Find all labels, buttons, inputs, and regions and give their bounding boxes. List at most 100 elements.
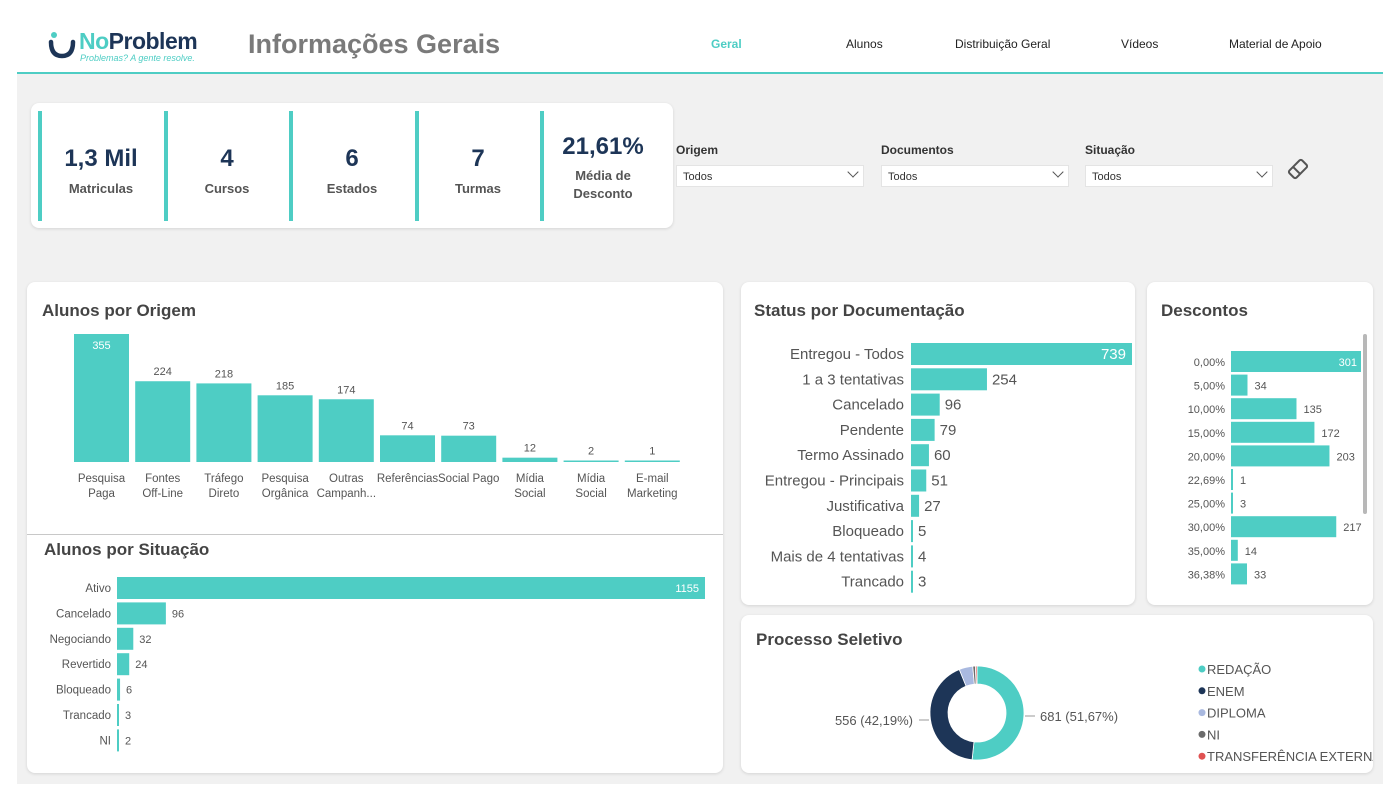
situacao-bar: [117, 653, 130, 676]
header-bar: NoProblem Problemas? A gente resolve. In…: [17, 16, 1383, 74]
origem-category-label: Pesquisa: [261, 473, 309, 485]
kpi-label: Estados: [326, 181, 378, 196]
logo-smile-icon: [48, 32, 76, 59]
documentacao-bar: [911, 570, 913, 593]
slicer-label: Documentos: [881, 143, 954, 157]
descontos-data-label: 34: [1254, 381, 1266, 393]
situacao-dropdown[interactable]: Todos: [1085, 165, 1273, 187]
documentacao-data-label: 739: [1101, 346, 1126, 363]
origem-bar: [502, 457, 558, 462]
origem-bar: [380, 435, 435, 462]
documentacao-data-label: 27: [924, 498, 941, 515]
chevron-down-icon: [1052, 166, 1064, 178]
origem-data-label: 73: [463, 421, 475, 433]
kpi-value: 1,3 Mil: [64, 145, 138, 172]
legend-label: NI: [1207, 727, 1220, 742]
chevron-down-icon: [847, 166, 859, 178]
origem-category-label: Mídia: [577, 473, 606, 485]
origem-data-label: 218: [215, 368, 233, 380]
documentacao-category-label: Bloqueado: [832, 523, 904, 540]
descontos-category-label: 15,00%: [1188, 428, 1226, 440]
situacao-data-label: 3: [125, 710, 131, 722]
situacao-bar: [117, 729, 119, 752]
documentacao-category-label: 1 a 3 tentativas: [802, 371, 904, 388]
origem-category-label: Orgânica: [262, 488, 309, 500]
nav-alunos[interactable]: Alunos: [846, 37, 883, 51]
documentacao-category-label: Trancado: [841, 574, 904, 591]
origem-category-label: Fontes: [145, 473, 180, 485]
descontos-data-label: 217: [1343, 522, 1361, 534]
descontos-bar: [1231, 469, 1233, 490]
nav-distribuicao-geral[interactable]: Distribuição Geral: [955, 37, 1051, 51]
descontos-category-label: 0,00%: [1194, 357, 1225, 369]
page-title: Informações Gerais: [248, 29, 501, 59]
kpi-media-desconto: 21,61% Média de Desconto: [540, 111, 662, 221]
documentacao-card: Status por Documentação Entregou - Todos…: [741, 282, 1135, 605]
documentacao-category-label: Termo Assinado: [797, 447, 904, 464]
descontos-category-label: 36,38%: [1188, 569, 1226, 581]
documentacao-bar-chart: Entregou - Todos 739 1 a 3 tentativas 254 Ca…: [765, 343, 1132, 593]
legend-marker: [1198, 665, 1206, 673]
documentacao-data-label: 4: [918, 548, 926, 565]
legend-marker: [1198, 709, 1206, 717]
donut-data-label: 556 (42,19%): [835, 713, 913, 728]
logo-name: NoProblem: [79, 28, 198, 54]
legend-label: ENEM: [1207, 684, 1245, 699]
origem-category-label: Campanh...: [317, 488, 376, 500]
documentacao-data-label: 254: [992, 371, 1017, 388]
origem-data-label: 2: [588, 446, 594, 458]
dropdown-value: Todos: [888, 171, 918, 183]
kpi-value: 21,61%: [562, 133, 644, 160]
descontos-scrollbar[interactable]: [1363, 334, 1367, 514]
descontos-data-label: 301: [1339, 357, 1357, 369]
situacao-category-label: Trancado: [63, 710, 111, 722]
descontos-data-label: 3: [1240, 499, 1246, 511]
descontos-bar: [1231, 563, 1248, 585]
descontos-data-label: 172: [1321, 428, 1339, 440]
descontos-bar: [1231, 351, 1361, 372]
situacao-data-label: 6: [126, 685, 132, 697]
origem-data-label: 174: [337, 384, 355, 396]
nav-videos[interactable]: Vídeos: [1121, 37, 1159, 51]
situacao-data-label: 1155: [675, 583, 699, 595]
nav-material-de-apoio[interactable]: Material de Apoio: [1229, 37, 1322, 51]
logo-tagline: Problemas? A gente resolve.: [80, 53, 195, 63]
documentos-dropdown[interactable]: Todos: [881, 165, 1069, 187]
documentacao-data-label: 5: [918, 523, 926, 540]
documentacao-data-label: 3: [918, 574, 926, 591]
descontos-category-label: 5,00%: [1194, 381, 1225, 393]
origem-data-label: 224: [154, 366, 172, 378]
origem-category-label: Social Pago: [438, 473, 499, 485]
legend-label: REDAÇÃO: [1207, 662, 1271, 677]
slicer-situacao: Situação Todos: [1085, 143, 1273, 187]
origem-category-label: Social: [575, 488, 606, 500]
documentacao-bar: [911, 444, 929, 467]
situacao-bar: [117, 678, 121, 701]
kpi-value: 7: [471, 145, 485, 172]
origem-data-label: 355: [92, 340, 110, 352]
slicer-documentos: Documentos Todos: [881, 143, 1069, 187]
origem-dropdown[interactable]: Todos: [676, 165, 864, 187]
descontos-bar: [1231, 398, 1297, 420]
documentacao-category-label: Entregou - Todos: [790, 346, 904, 363]
descontos-bar: [1231, 492, 1233, 514]
situacao-category-label: Bloqueado: [56, 685, 111, 697]
origem-category-label: Tráfego: [204, 473, 243, 485]
origem-category-label: Social: [514, 488, 545, 500]
situacao-data-label: 96: [172, 608, 184, 620]
descontos-chart-title: Descontos: [1161, 301, 1248, 320]
documentacao-bar: [911, 520, 913, 543]
chevron-down-icon: [1256, 166, 1268, 178]
documentacao-category-label: Mais de 4 tentativas: [771, 548, 904, 565]
descontos-data-label: 33: [1254, 569, 1266, 581]
nav-geral[interactable]: Geral: [711, 37, 742, 51]
origem-bar: [135, 381, 191, 462]
clear-filters-eraser-icon[interactable]: [1285, 156, 1311, 182]
origem-category-label: Pesquisa: [78, 473, 126, 485]
origem-category-label: Marketing: [627, 488, 678, 500]
situacao-category-label: Negociando: [50, 634, 111, 646]
descontos-data-label: 14: [1245, 546, 1257, 558]
descontos-card: Descontos 0,00% 301 5,00% 34 10,00% 135 15,00%…: [1147, 282, 1373, 605]
documentacao-bar: [911, 393, 940, 416]
kpi-cursos: 4 Cursos: [164, 111, 286, 221]
